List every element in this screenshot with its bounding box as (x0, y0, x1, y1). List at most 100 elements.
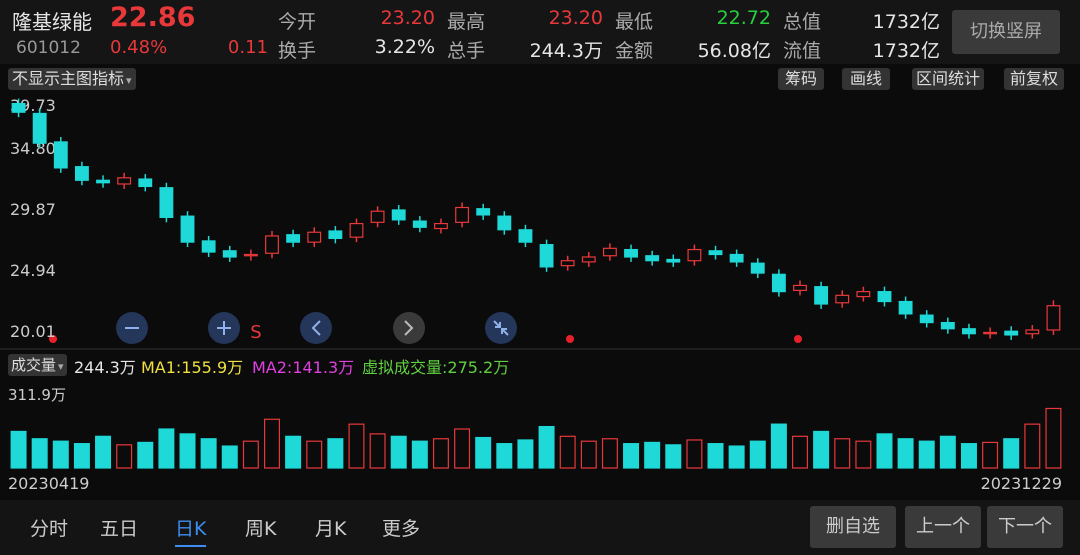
stat-value: 56.08亿 (697, 40, 771, 62)
tab[interactable]: 更多 (382, 518, 421, 540)
candle-body (518, 229, 533, 243)
tab[interactable]: 分时 (30, 518, 69, 540)
candle-body (919, 314, 934, 324)
ma1: MA1:155.9万 (141, 358, 244, 377)
action-button[interactable]: 下一个 (987, 506, 1063, 548)
volume-bar (52, 440, 69, 469)
stat-label: 金额 (615, 40, 654, 62)
candle-body (117, 177, 132, 185)
price: 22.86 (110, 2, 196, 33)
volume-bar (390, 435, 407, 469)
candle-body (687, 248, 702, 262)
candle-body (539, 244, 554, 268)
volume-bar (158, 428, 175, 469)
action-button[interactable]: 删自选 (810, 506, 896, 548)
stat-value: 22.72 (716, 7, 771, 29)
volume-bar (813, 430, 830, 469)
stat-value: 23.20 (548, 7, 603, 29)
volume-bar (475, 436, 492, 469)
volume-bar (242, 440, 259, 469)
signal-dot (566, 335, 574, 343)
stat-label: 换手 (278, 40, 317, 62)
volume-bar (897, 438, 914, 469)
volume-now: 244.3万 (74, 358, 136, 377)
candle-body (455, 206, 470, 223)
volume-bar (221, 445, 238, 469)
volume-bar (73, 443, 90, 469)
candle-body (750, 262, 765, 274)
indicator-select[interactable]: 不显示主图指标 (8, 68, 136, 90)
tab[interactable]: 月K (315, 518, 347, 540)
candle-body (286, 234, 301, 243)
virtual-volume: 虚拟成交量:275.2万 (362, 358, 510, 377)
candle-body (1046, 305, 1061, 331)
volume-bar (855, 440, 872, 469)
volume-bar (601, 438, 618, 469)
icon (217, 321, 231, 335)
candle-body (793, 284, 807, 291)
candle-body (349, 222, 364, 238)
tool-button[interactable]: 画线 (842, 68, 890, 90)
marker-s: S (250, 322, 261, 343)
tool-button[interactable]: 区间统计 (912, 68, 984, 90)
candle-body (370, 210, 385, 223)
volume-bar (306, 440, 323, 469)
tab[interactable]: 周K (245, 518, 277, 540)
volume-bar (1003, 438, 1020, 469)
icon (404, 320, 414, 336)
volume-bar (517, 439, 534, 469)
candle-body (74, 166, 89, 181)
candle-body (940, 321, 955, 330)
candle-body (560, 260, 575, 267)
switch-button[interactable]: 切换竖屏 (952, 10, 1060, 54)
tab[interactable]: 五日 (100, 518, 139, 540)
volume-bar (496, 443, 513, 469)
signal-dot (794, 335, 802, 343)
candle-body (645, 255, 660, 262)
icon (493, 320, 509, 336)
volume-bar (728, 445, 745, 469)
volume-bar (137, 441, 154, 469)
volume-bar (369, 433, 386, 469)
volume-bar (1024, 423, 1041, 469)
candle-body (624, 248, 638, 258)
volume-bar (918, 440, 935, 469)
volume-bar (31, 438, 48, 469)
candle-body (243, 253, 258, 257)
volume-bar (960, 443, 977, 469)
candle-body (666, 258, 681, 263)
stat-label: 总值 (783, 11, 822, 33)
volume-bar (538, 425, 555, 469)
candle-body (877, 291, 892, 303)
reset[interactable] (485, 312, 517, 344)
change-pct: 0.48% (110, 37, 168, 58)
signal-dot (49, 335, 57, 343)
candle-body (708, 250, 723, 256)
tool-button[interactable]: 前复权 (1004, 68, 1064, 90)
header-bg (0, 0, 1080, 64)
action-button[interactable]: 上一个 (905, 506, 981, 548)
candle-body (159, 187, 174, 218)
volume-bar (876, 433, 893, 469)
prev[interactable] (300, 312, 332, 344)
next[interactable] (393, 312, 425, 344)
y-tick-label: 311.9万 (8, 386, 66, 404)
candle-body (581, 256, 596, 263)
tab-active[interactable]: 日K (175, 514, 207, 547)
stat-value: 3.22% (374, 36, 435, 58)
icon (311, 320, 321, 336)
volume-bar (749, 440, 766, 469)
candle-body (476, 208, 491, 216)
candle-body (898, 300, 913, 315)
y-tick-label: 24.94 (10, 261, 56, 280)
ma2: MA2:141.3万 (252, 358, 355, 377)
candle-body (11, 102, 26, 113)
stat-value: 244.3万 (529, 40, 603, 62)
volume-bar (454, 428, 471, 469)
y-tick-label: 29.87 (10, 200, 56, 219)
volume-bar (95, 435, 112, 469)
candle-body (307, 231, 322, 243)
volume-indicator[interactable]: 成交量 (8, 354, 67, 376)
tool-button[interactable]: 筹码 (778, 68, 824, 90)
